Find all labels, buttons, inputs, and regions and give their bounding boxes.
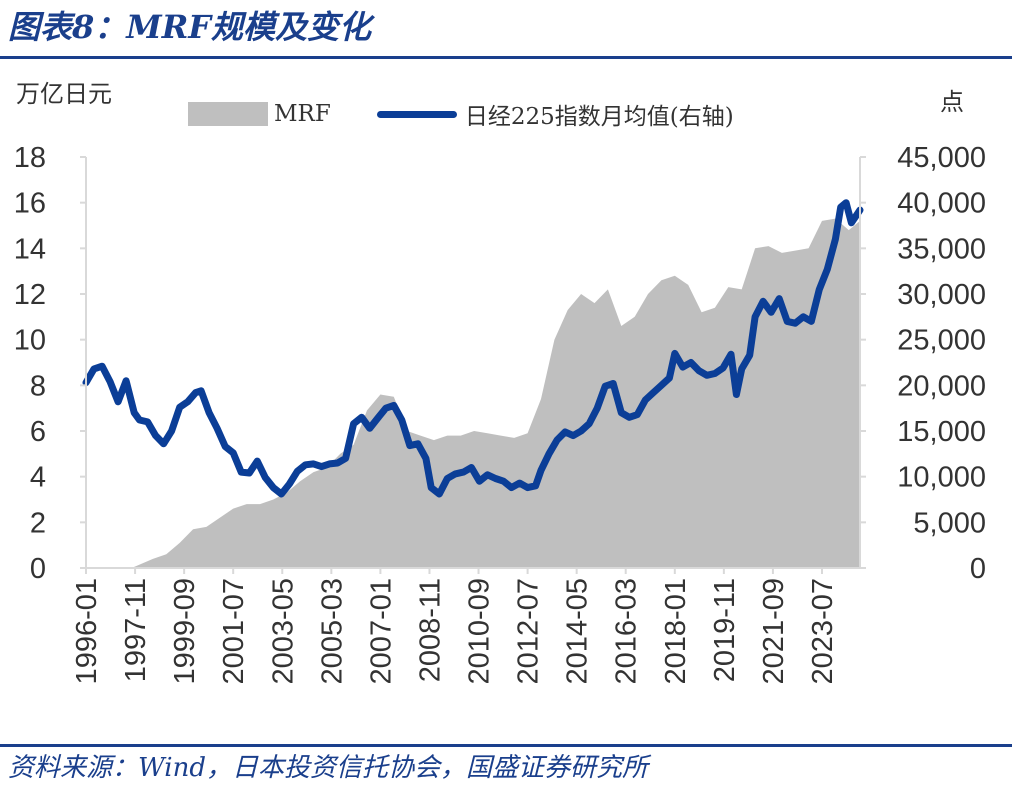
right-tick-label: 35,000 bbox=[897, 233, 986, 265]
left-tick-label: 14 bbox=[14, 233, 46, 265]
legend-line-swatch bbox=[376, 110, 457, 118]
left-tick-label: 16 bbox=[14, 188, 46, 220]
left-tick-label: 10 bbox=[14, 325, 46, 357]
legend-area-swatch bbox=[188, 102, 268, 126]
left-tick-label: 12 bbox=[14, 279, 46, 311]
legend-label-nikkei: 日经225指数月均值(右轴) bbox=[464, 104, 734, 130]
left-tick-label: 18 bbox=[14, 142, 46, 174]
right-tick-label: 0 bbox=[970, 553, 986, 585]
nikkei-line-series bbox=[82, 199, 864, 498]
x-tick-label: 2001-07 bbox=[218, 578, 250, 684]
x-tick-label: 2021-09 bbox=[758, 578, 790, 684]
x-tick-label: 2023-07 bbox=[807, 578, 839, 684]
left-tick-label: 4 bbox=[30, 462, 46, 494]
right-tick-label: 10,000 bbox=[897, 462, 986, 494]
left-axis-unit: 万亿日元 bbox=[16, 80, 112, 108]
x-tick-label: 2005-03 bbox=[316, 578, 348, 684]
x-tick-label: 2012-07 bbox=[513, 578, 545, 684]
x-tick-label: 2007-01 bbox=[365, 578, 397, 684]
left-tick-label: 8 bbox=[30, 370, 46, 402]
x-tick-label: 2014-05 bbox=[562, 578, 594, 684]
top-divider bbox=[0, 56, 1012, 59]
left-tick-label: 6 bbox=[30, 416, 46, 448]
left-tick-label: 0 bbox=[30, 553, 46, 585]
right-tick-label: 5,000 bbox=[913, 507, 986, 539]
bottom-divider bbox=[0, 744, 1012, 747]
right-tick-label: 20,000 bbox=[897, 370, 986, 402]
x-tick-label: 2018-01 bbox=[660, 578, 692, 684]
legend: MRF 日经225指数月均值(右轴) bbox=[188, 96, 734, 132]
chart-title: 图表8：MRF规模及变化 bbox=[8, 8, 372, 46]
x-tick-label: 2008-11 bbox=[414, 578, 446, 682]
x-tick-label: 2010-09 bbox=[464, 578, 496, 684]
x-tick-label: 2003-05 bbox=[267, 578, 299, 684]
mrf-area-series bbox=[86, 218, 860, 568]
x-tick-label: 2019-11 bbox=[709, 578, 741, 682]
right-tick-label: 45,000 bbox=[897, 142, 986, 174]
x-tick-label: 1999-09 bbox=[169, 578, 201, 684]
right-axis-unit: 点 bbox=[940, 88, 964, 116]
right-tick-label: 30,000 bbox=[897, 279, 986, 311]
left-tick-label: 2 bbox=[30, 507, 46, 539]
right-tick-label: 40,000 bbox=[897, 188, 986, 220]
right-tick-label: 15,000 bbox=[897, 416, 986, 448]
legend-label-mrf: MRF bbox=[274, 101, 331, 127]
x-tick-label: 1997-11 bbox=[120, 578, 152, 682]
source-note: 资料来源：Wind，日本投资信托协会，国盛证券研究所 bbox=[8, 753, 648, 783]
x-tick-label: 2016-03 bbox=[611, 578, 643, 684]
right-tick-label: 25,000 bbox=[897, 325, 986, 357]
x-tick-label: 1996-01 bbox=[71, 578, 103, 684]
